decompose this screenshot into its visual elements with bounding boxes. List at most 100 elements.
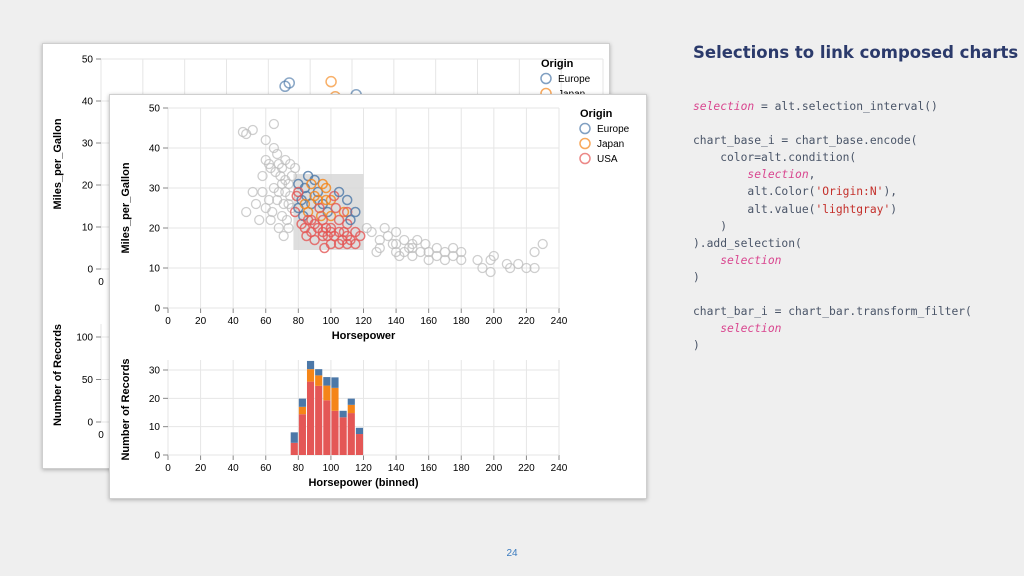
code-token: ): [693, 219, 728, 233]
code-keyword: selection: [720, 253, 782, 267]
scatter-point: [513, 258, 524, 270]
code-token: alt.Color(: [693, 185, 816, 199]
x-tick-label: 160: [420, 463, 437, 474]
code-token: ).add_selection(: [693, 236, 802, 250]
scatter-point-selected: [350, 238, 361, 250]
scatter-point: [399, 234, 410, 246]
code-string: 'Origin:N': [815, 185, 884, 199]
bar-segment-japan: [331, 387, 339, 411]
x-tick-label: 180: [453, 463, 470, 474]
bar-segment-europe: [306, 360, 315, 370]
x-tick-label: 220: [518, 463, 535, 474]
x-tick-label: 40: [228, 316, 240, 327]
code-token: ): [890, 202, 898, 216]
y-tick-label: 50: [82, 55, 94, 66]
bar-segment-usa: [323, 400, 331, 455]
x-tick-label: 100: [323, 463, 340, 474]
x-tick-label: 240: [551, 463, 568, 474]
y-axis-title: Number of Records: [120, 358, 132, 460]
scatter-point: [521, 262, 532, 274]
x-tick-label: 0: [165, 463, 171, 474]
scatter-point-selected: [306, 178, 317, 190]
bar-segment-usa: [290, 442, 298, 455]
scatter-point: [283, 77, 295, 89]
scatter-point-selected: [319, 242, 330, 254]
y-tick-label: 10: [149, 264, 161, 275]
scatter-point: [447, 250, 459, 262]
bar-segment-europe: [339, 410, 347, 418]
scatter-point: [273, 222, 284, 234]
scatter-point: [257, 170, 268, 182]
scatter-point: [456, 254, 467, 266]
bar-segment-japan: [306, 369, 315, 382]
code-line: alt.value('lightgray'): [693, 203, 897, 216]
y-tick-label: 20: [149, 224, 161, 235]
y-tick-label: 30: [82, 139, 94, 150]
scatter-point: [403, 242, 415, 254]
scatter-point-selected: [345, 214, 356, 226]
scatter-point-selected: [293, 186, 304, 198]
scatter-point: [257, 186, 268, 198]
bar-segment-usa: [298, 414, 306, 455]
scatter-point-selected: [320, 194, 332, 206]
y-tick-label: 0: [87, 418, 93, 429]
x-tick-label: 200: [485, 463, 502, 474]
bar-segment-europe: [347, 398, 355, 405]
bar-segment-europe: [290, 432, 298, 443]
x-tick-label: 200: [485, 316, 502, 327]
x-tick-label: 140: [388, 463, 405, 474]
scatter-point: [456, 246, 467, 258]
y-tick-label: 40: [149, 144, 161, 155]
y-tick-label: 0: [154, 304, 160, 315]
bar-segment-europe: [315, 369, 323, 376]
scatter-point: [272, 148, 283, 160]
code-line: selection = alt.selection_interval(): [693, 100, 938, 113]
scatter-point: [390, 226, 402, 238]
y-tick-label: 0: [154, 451, 160, 462]
scatter-point: [247, 124, 258, 136]
code-line: ): [693, 220, 727, 233]
x-axis-title: Horsepower: [332, 330, 396, 342]
legend-label-japan: Japan: [597, 139, 624, 150]
scatter-point: [447, 242, 459, 254]
code-token: color=alt.condition(: [693, 151, 857, 165]
code-line: alt.Color('Origin:N'),: [693, 185, 897, 198]
front-chart-svg: 0 20 40 60 80 100 120 140 160 180 200 220 2400102030…: [120, 104, 630, 490]
scatter-point-selected: [314, 202, 325, 214]
code-token: ): [693, 339, 700, 353]
bar-segment-europe: [331, 377, 339, 388]
scatter-point: [325, 75, 337, 88]
legend-label-europe: Europe: [558, 74, 591, 85]
y-tick-label: 50: [149, 104, 161, 115]
code-block: selection = alt.selection_interval() cha…: [693, 98, 972, 354]
y-axis-title: Miles_per_Gallon: [52, 118, 64, 209]
x-tick-label: 0: [98, 277, 104, 288]
scatter-point: [485, 266, 496, 278]
front-chart-card: 0 20 40 60 80 100 120 140 160 180 200 220 240 0 10 20 30…: [109, 94, 647, 499]
scatter-point: [529, 262, 540, 274]
scatter-point-selected: [325, 210, 337, 222]
scatter-point-selected: [330, 202, 342, 214]
front-scatter-plot: 0 20 40 60 80 100 120 140 160 180 200 220 240 0 10 20 30…: [120, 104, 630, 343]
scatter-point: [379, 222, 390, 234]
scatter-point: [371, 246, 382, 258]
bar-segment-usa: [315, 385, 323, 455]
x-axis-title: Horsepower (binned): [308, 477, 418, 489]
x-tick-label: 60: [260, 463, 272, 474]
scatter-point-selected: [309, 234, 320, 246]
code-keyword: selection: [720, 322, 782, 336]
y-tick-label: 20: [82, 181, 94, 192]
scatter-point: [412, 234, 423, 246]
legend-symbol-usa: [579, 152, 591, 165]
bar-segment-usa: [355, 434, 363, 455]
scatter-point: [273, 186, 284, 198]
code-line: chart_base_i = chart_base.encode(: [693, 134, 917, 147]
code-keyword: selection: [693, 100, 755, 113]
scatter-point: [374, 234, 385, 246]
scatter-point: [439, 246, 451, 258]
bar-segment-europe: [323, 377, 331, 386]
code-line: ): [693, 339, 700, 352]
scatter-point: [241, 206, 252, 218]
scatter-point: [488, 250, 499, 262]
scatter-point-selected: [320, 182, 332, 194]
